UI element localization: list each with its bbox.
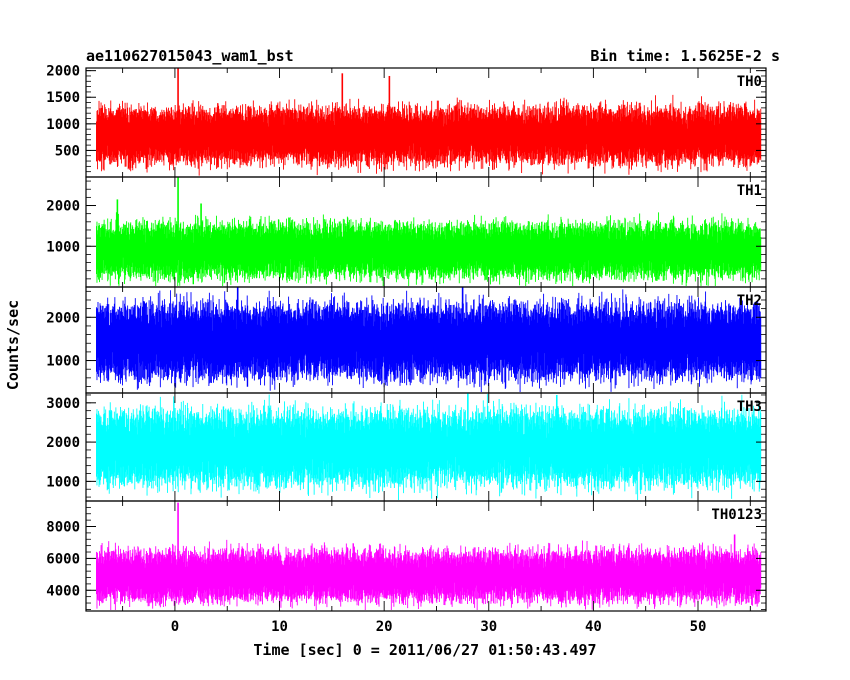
panel-frame (85, 500, 767, 612)
series-th0123 (96, 539, 762, 610)
x-tick-label: 20 (376, 619, 393, 635)
panel-label-th3: TH3 (737, 399, 762, 415)
panel-th0: 500 1000 1500 2000 TH0 (46, 64, 767, 178)
y-tick-label: 8000 (46, 520, 80, 536)
series-th2 (96, 289, 762, 392)
y-tick-label: 2000 (46, 64, 80, 80)
series-th1 (96, 212, 762, 286)
y-tick-label: 2000 (46, 199, 80, 215)
panel-label-th0: TH0 (737, 74, 762, 90)
y-tick-label: 500 (55, 143, 80, 159)
x-tick-label: 10 (271, 619, 288, 635)
y-tick-label: 2000 (46, 310, 80, 326)
x-tick-label: 50 (690, 619, 707, 635)
y-tick-label: 1000 (46, 239, 80, 255)
panel-label-th2: TH2 (737, 293, 762, 309)
panels-group: 500100015002000TH010002000TH110002000TH2… (46, 64, 767, 635)
x-tick-label: 30 (480, 619, 497, 635)
panel-label-th1: TH1 (737, 183, 762, 199)
panel-th0123: 4000 6000 8000 TH0123 (46, 500, 767, 612)
x-axis-label: Time [sec] 0 = 2011/06/27 01:50:43.497 (253, 641, 596, 659)
series-th0 (96, 94, 762, 176)
y-tick-label: 2000 (46, 435, 80, 451)
series-th3 (96, 394, 762, 500)
y-axis-label: Counts/sec (4, 300, 22, 390)
panel-th1: 1000 2000 TH1 (46, 176, 767, 288)
bin-time-label: Bin time: 1.5625E-2 s (590, 47, 780, 65)
y-tick-label: 1000 (46, 474, 80, 490)
y-tick-label: 1000 (46, 354, 80, 370)
panel-th2: 1000 2000 TH2 (46, 286, 767, 394)
y-tick-label: 3000 (46, 396, 80, 412)
x-tick-label: 0 (171, 619, 179, 635)
panel-th3: 1000 2000 3000 TH3 (46, 392, 767, 502)
y-tick-label: 1500 (46, 90, 80, 106)
y-tick-label: 6000 (46, 551, 80, 567)
panel-label-th0123: TH0123 (711, 507, 762, 523)
y-tick-label: 1000 (46, 117, 80, 133)
x-tick-label: 40 (585, 619, 602, 635)
chart-title: ae110627015043_wam1_bst (86, 47, 294, 65)
y-tick-label: 4000 (46, 583, 80, 599)
